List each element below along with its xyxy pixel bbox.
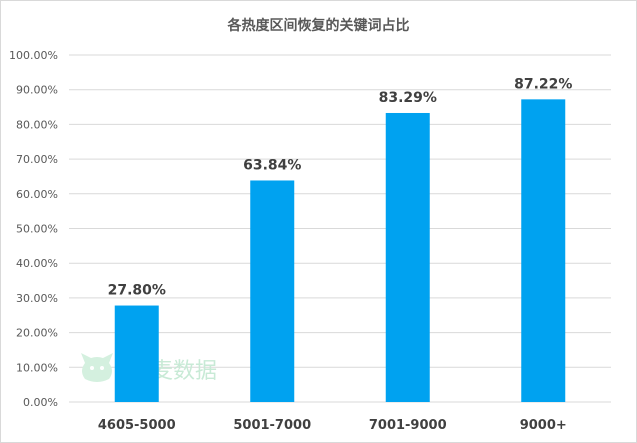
- x-tick-label: 5001-7000: [233, 418, 311, 433]
- y-axis-ticks: 0.00% 10.00% 20.00% 30.00% 40.00% 50.00% 60.00…: [9, 49, 58, 409]
- y-tick-label: 60.00%: [16, 188, 58, 201]
- y-tick-label: 20.00%: [16, 327, 58, 340]
- watermark: 麦数据: [81, 353, 217, 384]
- watermark-text: 麦数据: [151, 359, 217, 384]
- y-tick-label: 0.00%: [23, 396, 58, 409]
- bar: [521, 99, 566, 402]
- bars: [114, 99, 566, 402]
- x-axis-ticks: 4605-5000 5001-7000 7001-9000 9000+: [98, 418, 567, 433]
- data-label: 87.22%: [514, 76, 572, 92]
- y-tick-label: 80.00%: [16, 118, 58, 131]
- y-tick-label: 40.00%: [16, 257, 58, 270]
- bar: [385, 112, 430, 402]
- y-tick-label: 100.00%: [9, 49, 58, 62]
- data-labels: 27.80% 63.84% 83.29% 87.22%: [108, 76, 573, 298]
- chart-title: 各热度区间恢复的关键词占比: [227, 18, 410, 34]
- gridlines: [69, 54, 611, 403]
- data-label: 27.80%: [108, 283, 166, 299]
- x-tick-label: 9000+: [520, 418, 567, 433]
- x-tick-label: 7001-9000: [369, 418, 447, 433]
- data-label: 83.29%: [379, 90, 437, 106]
- y-tick-label: 30.00%: [16, 292, 58, 305]
- cat-logo-icon: [81, 353, 113, 382]
- y-tick-label: 70.00%: [16, 153, 58, 166]
- y-tick-label: 90.00%: [16, 84, 58, 97]
- y-tick-label: 50.00%: [16, 223, 58, 236]
- bar: [114, 305, 159, 402]
- x-tick-label: 4605-5000: [98, 418, 176, 433]
- y-tick-label: 10.00%: [16, 361, 58, 374]
- data-label: 63.84%: [243, 157, 301, 173]
- bar: [250, 180, 295, 402]
